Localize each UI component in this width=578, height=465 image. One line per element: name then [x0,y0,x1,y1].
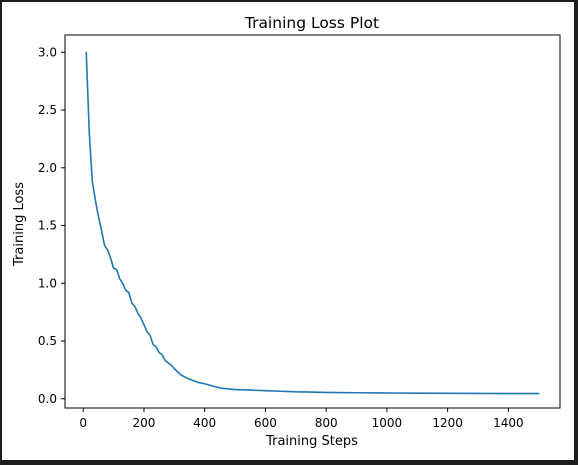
x-tick-label: 400 [193,416,216,430]
y-tick-label: 1.5 [38,219,57,233]
x-tick-label: 200 [133,416,156,430]
x-tick-label: 600 [254,416,277,430]
y-axis-label: Training Loss [12,182,27,267]
plot-frame [64,34,561,409]
series-group [85,51,540,395]
y-tick-label: 3.0 [38,45,57,59]
chart-title: Training Loss Plot [244,14,379,32]
x-tick-label: 1000 [372,416,403,430]
x-tick-label: 1400 [493,416,524,430]
y-tick-label: 0.0 [38,392,57,406]
x-tick-label: 800 [315,416,338,430]
y-tick-label: 2.5 [38,103,57,117]
y-tick-label: 0.5 [38,334,57,348]
x-axis: 0 200 400 600 800 1000 1200 1400 [79,408,524,430]
x-tick-label: 1200 [432,416,463,430]
chart-canvas: Training Loss Plot 0 200 400 600 800 1000 1200… [2,2,574,460]
y-tick-label: 1.0 [38,276,57,290]
loss-series-line [85,51,540,395]
y-tick-label: 2.0 [38,161,57,175]
line-chart: Training Loss Plot 0 200 400 600 800 1000 1200… [12,14,561,449]
x-axis-label: Training Steps [265,434,358,449]
y-axis: 0.0 0.5 1.0 1.5 2.0 2.5 3.0 [38,45,65,406]
x-tick-label: 0 [79,416,87,430]
